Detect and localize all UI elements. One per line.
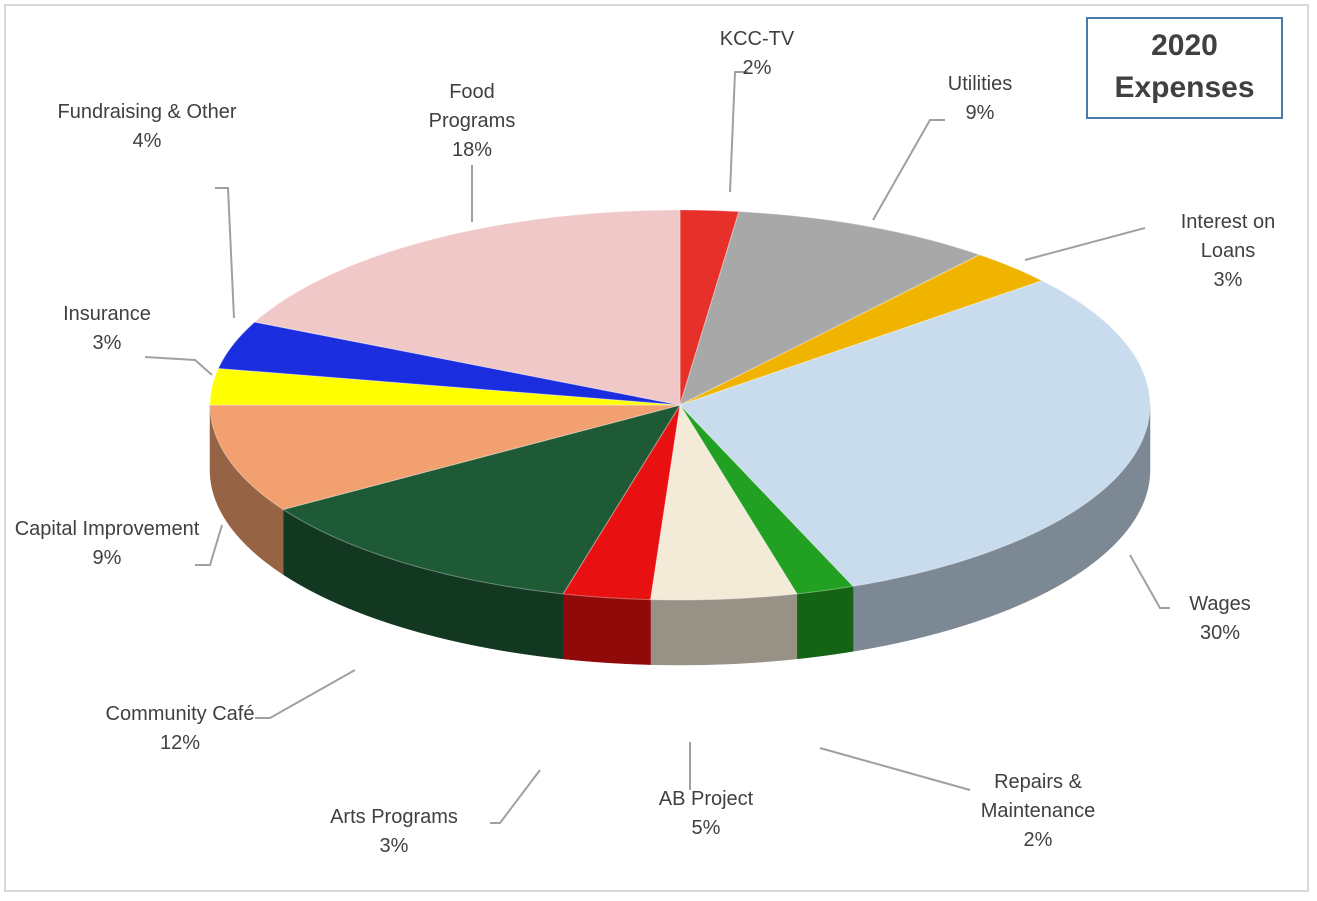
value-label: 9% <box>965 102 995 124</box>
data-label: Insurance 3% <box>37 300 177 358</box>
pie-slice <box>679 209 740 406</box>
leader-line <box>1129 554 1170 609</box>
slice-side <box>796 586 854 660</box>
pie-slice <box>281 404 682 595</box>
data-label: Arts Programs 3% <box>304 803 484 861</box>
data-label: Fundraising & Other 4% <box>57 98 237 156</box>
leader-line <box>195 524 223 566</box>
chart-title: 2020 Expenses <box>1086 17 1283 119</box>
category-label: Wages <box>1189 593 1251 615</box>
pie-slice <box>209 404 681 511</box>
pie-slice <box>649 403 798 601</box>
data-label: Food Programs 18% <box>417 78 527 165</box>
pie-slice <box>253 209 681 406</box>
category-label: AB Project <box>658 788 754 810</box>
leader-line <box>490 769 541 824</box>
leader-line <box>255 669 356 719</box>
data-label: Utilities 9% <box>920 70 1040 128</box>
category-label: Repairs & Maintenance <box>980 771 1096 822</box>
pie-slice <box>679 211 981 406</box>
category-label: Arts Programs <box>330 806 458 828</box>
value-label: 2% <box>1023 829 1053 851</box>
data-label: Community Café 12% <box>105 700 255 758</box>
value-label: 3% <box>379 835 409 857</box>
data-label: Wages 30% <box>1160 590 1280 648</box>
category-label: Capital Improvement <box>14 518 200 540</box>
pie <box>209 209 1151 666</box>
category-label: Insurance <box>63 303 151 325</box>
slice-sides <box>209 404 1151 666</box>
value-label: 30% <box>1199 622 1241 644</box>
value-label: 9% <box>92 547 122 569</box>
pie-slice <box>679 404 855 595</box>
chart-frame <box>4 4 1309 892</box>
data-label: Repairs & Maintenance 2% <box>948 768 1128 855</box>
pie-slice <box>679 254 1044 406</box>
category-label: Community Café <box>105 703 255 725</box>
value-label: 5% <box>691 817 721 839</box>
leader-line <box>1024 227 1146 261</box>
value-label: 18% <box>451 139 493 161</box>
pie-slice <box>217 321 681 406</box>
category-label: Fundraising & Other <box>57 101 237 123</box>
leader-line <box>819 747 971 791</box>
value-label: 4% <box>132 130 162 152</box>
pie-slice <box>209 367 681 406</box>
data-label: KCC-TV 2% <box>697 25 817 83</box>
leader-line <box>215 187 235 319</box>
category-label: Food Programs <box>428 81 516 132</box>
category-label: Interest on Loans <box>1180 211 1276 262</box>
leader-line <box>144 356 213 376</box>
leader-line <box>872 119 945 221</box>
value-label: 3% <box>92 332 122 354</box>
value-label: 12% <box>159 732 201 754</box>
data-label: Capital Improvement 9% <box>12 515 202 573</box>
data-label: Interest on Loans 3% <box>1153 208 1303 295</box>
slice-side <box>562 593 651 665</box>
data-label: AB Project 5% <box>636 785 776 843</box>
value-label: 2% <box>742 57 772 79</box>
value-label: 3% <box>1213 269 1243 291</box>
leader-line <box>729 71 748 193</box>
category-label: KCC-TV <box>719 28 795 50</box>
slice-tops <box>209 209 1151 601</box>
pie-slice <box>679 280 1151 587</box>
pie-slice <box>562 404 681 601</box>
leader-lines <box>144 71 1170 824</box>
slice-side <box>650 593 798 666</box>
category-label: Utilities <box>947 73 1013 95</box>
